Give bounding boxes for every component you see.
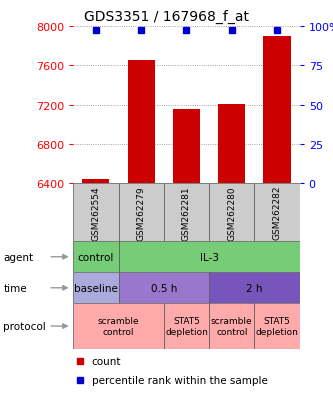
Bar bbox=[82, 180, 110, 184]
Text: baseline: baseline bbox=[74, 283, 118, 293]
Bar bbox=[218, 104, 245, 184]
Text: GDS3351 / 167968_f_at: GDS3351 / 167968_f_at bbox=[84, 10, 249, 24]
Bar bbox=[119, 242, 300, 273]
Text: control: control bbox=[78, 252, 114, 262]
Text: GSM262554: GSM262554 bbox=[91, 185, 101, 240]
Text: STAT5
depletion: STAT5 depletion bbox=[165, 317, 208, 336]
Text: 2 h: 2 h bbox=[246, 283, 263, 293]
Bar bbox=[209, 273, 300, 304]
Bar bbox=[209, 184, 254, 242]
Bar bbox=[73, 184, 119, 242]
Bar bbox=[164, 304, 209, 349]
Bar bbox=[73, 273, 119, 304]
Text: agent: agent bbox=[3, 252, 33, 262]
Text: GSM262279: GSM262279 bbox=[137, 185, 146, 240]
Text: GSM262281: GSM262281 bbox=[182, 185, 191, 240]
Text: STAT5
depletion: STAT5 depletion bbox=[256, 317, 298, 336]
Text: percentile rank within the sample: percentile rank within the sample bbox=[92, 375, 267, 385]
Bar bbox=[209, 304, 254, 349]
Bar bbox=[128, 61, 155, 184]
Text: 0.5 h: 0.5 h bbox=[151, 283, 177, 293]
Text: scramble
control: scramble control bbox=[98, 317, 139, 336]
Bar bbox=[73, 304, 164, 349]
Text: GSM262280: GSM262280 bbox=[227, 185, 236, 240]
Text: scramble
control: scramble control bbox=[211, 317, 253, 336]
Text: time: time bbox=[3, 283, 27, 293]
Text: protocol: protocol bbox=[3, 321, 46, 331]
Text: IL-3: IL-3 bbox=[199, 252, 219, 262]
Text: GSM262282: GSM262282 bbox=[272, 185, 282, 240]
Bar bbox=[254, 304, 300, 349]
Bar bbox=[73, 242, 119, 273]
Bar bbox=[173, 109, 200, 184]
Bar bbox=[263, 37, 291, 184]
Bar bbox=[119, 273, 209, 304]
Bar bbox=[254, 184, 300, 242]
Bar bbox=[119, 184, 164, 242]
Text: count: count bbox=[92, 356, 121, 366]
Bar bbox=[164, 184, 209, 242]
